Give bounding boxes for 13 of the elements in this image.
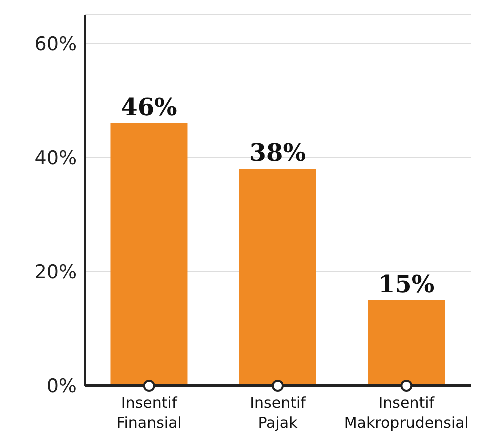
x-tick-label: Insentif Makroprudensial	[344, 394, 469, 432]
x-tick-label: Insentif Pajak	[250, 394, 307, 432]
bar	[368, 300, 446, 386]
bar	[110, 123, 188, 386]
data-label: 38%	[250, 138, 306, 168]
x-tick-label: Insentif Finansial	[116, 394, 182, 432]
data-label: 46%	[121, 92, 178, 122]
y-tick-label: 0%	[46, 376, 77, 398]
y-tick-label: 20%	[34, 262, 77, 284]
y-tick-label: 60%	[34, 33, 77, 56]
y-tick-label: 40%	[34, 147, 77, 170]
bar	[239, 169, 316, 386]
data-label: 15%	[378, 269, 435, 298]
